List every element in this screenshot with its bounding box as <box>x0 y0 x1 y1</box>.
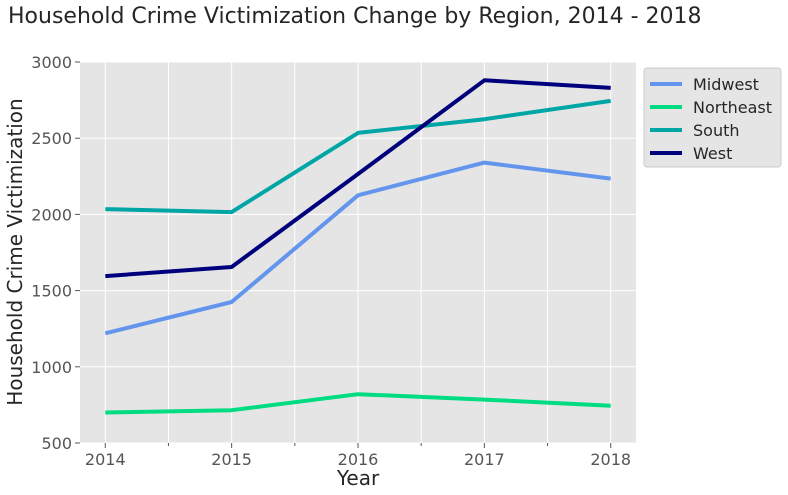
y-tick-label: 2500 <box>31 129 72 148</box>
legend: Midwest Northeast South West <box>643 67 782 168</box>
y-tick-label: 500 <box>41 434 72 453</box>
x-tick-label: 2017 <box>464 450 505 469</box>
y-tick-label: 3000 <box>31 53 72 72</box>
x-tick-label: 2016 <box>338 450 379 469</box>
x-axis-label: Year <box>336 466 380 490</box>
y-axis-label: Household Crime Victimization <box>3 98 27 405</box>
y-tick-label: 2000 <box>31 205 72 224</box>
chart-title: Household Crime Victimization Change by … <box>8 4 702 29</box>
x-tick-label: 2014 <box>85 450 126 469</box>
series-line-northeast <box>105 392 611 415</box>
series-line-west <box>105 78 611 279</box>
series-line-midwest <box>104 160 611 336</box>
y-tick-label: 1000 <box>31 358 72 377</box>
x-tick-label: 2015 <box>211 450 252 469</box>
legend-box <box>643 67 782 168</box>
grid-lines <box>80 61 636 444</box>
series-line-south <box>105 98 611 215</box>
y-axis-ticks: 500 1000 1500 2000 2500 3000 <box>31 53 80 453</box>
series-lines <box>104 78 611 415</box>
y-tick-label: 1500 <box>31 282 72 301</box>
legend-label-northeast: Northeast <box>693 98 772 117</box>
legend-label-west: West <box>693 144 732 163</box>
x-axis-ticks: 2014 2015 2016 2017 2018 <box>85 443 631 469</box>
legend-label-south: South <box>693 121 740 140</box>
x-tick-label: 2018 <box>590 450 631 469</box>
legend-label-midwest: Midwest <box>693 75 759 94</box>
